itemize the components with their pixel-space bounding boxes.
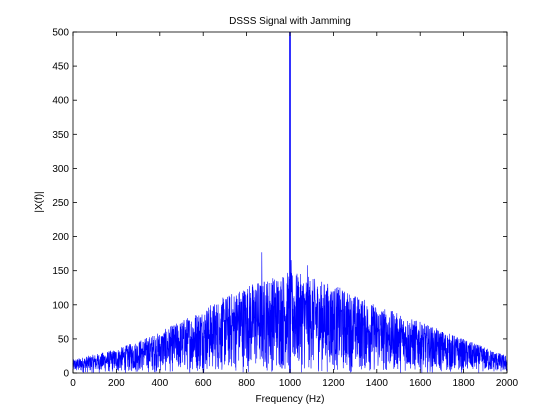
y-tick-label: 350 bbox=[52, 130, 69, 141]
y-tick-label: 150 bbox=[52, 266, 69, 277]
chart-title: DSSS Signal with Jamming bbox=[229, 16, 351, 27]
y-axis-label: |X(f)| bbox=[34, 191, 45, 212]
x-axis: 0 200 400 600 800 1000 1200 1400 1600 1800 2000 bbox=[70, 32, 519, 389]
x-tick-label: 1600 bbox=[409, 378, 432, 389]
x-tick-label: 1200 bbox=[322, 378, 345, 389]
y-axis: 0 50 100 150 200 250 300 350 400 450 500 bbox=[52, 28, 507, 380]
x-tick-label: 800 bbox=[238, 378, 255, 389]
y-tick-label: 0 bbox=[63, 369, 69, 380]
y-tick-label: 100 bbox=[52, 300, 69, 311]
y-tick-label: 400 bbox=[52, 96, 69, 107]
x-tick-label: 1400 bbox=[366, 378, 389, 389]
y-tick-label: 300 bbox=[52, 164, 69, 175]
x-tick-label: 200 bbox=[108, 378, 125, 389]
x-tick-label: 2000 bbox=[496, 378, 519, 389]
y-tick-label: 500 bbox=[52, 28, 69, 39]
x-tick-label: 600 bbox=[195, 378, 212, 389]
y-tick-label: 200 bbox=[52, 232, 69, 243]
x-tick-label: 0 bbox=[70, 378, 76, 389]
x-tick-label: 400 bbox=[151, 378, 168, 389]
x-axis-label: Frequency (Hz) bbox=[256, 394, 325, 405]
plot-area bbox=[72, 31, 508, 374]
y-tick-label: 50 bbox=[58, 334, 70, 345]
y-tick-label: 450 bbox=[52, 62, 69, 73]
y-tick-label: 250 bbox=[52, 198, 69, 209]
x-tick-label: 1800 bbox=[452, 378, 475, 389]
x-tick-label: 1000 bbox=[279, 378, 302, 389]
